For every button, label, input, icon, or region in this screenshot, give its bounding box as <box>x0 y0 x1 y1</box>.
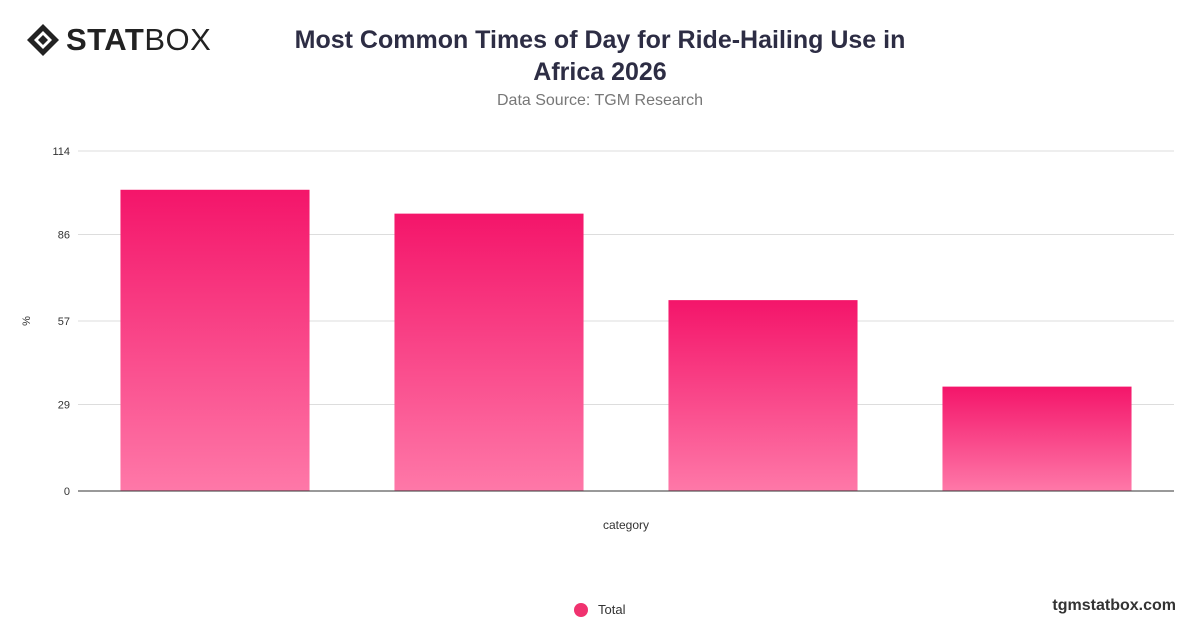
y-tick-label: 86 <box>58 230 70 242</box>
bar-4[interactable] <box>942 386 1132 491</box>
bar-2[interactable] <box>394 213 584 491</box>
legend-label-total: Total <box>598 602 626 617</box>
y-axis-ticks: 0 29 57 86 114 <box>52 146 70 498</box>
y-tick-label: 114 <box>52 146 70 158</box>
statbox-diamond-icon <box>27 24 59 56</box>
y-tick-label: 29 <box>58 400 70 412</box>
y-tick-label: 57 <box>58 316 70 328</box>
logo-bold-text: STAT <box>66 22 145 57</box>
x-axis-label: category <box>603 518 649 532</box>
footer-brand-link[interactable]: tgmstatbox.com <box>1052 597 1176 614</box>
bars <box>120 189 1132 492</box>
logo-wordmark: STATBOX <box>66 22 211 58</box>
statbox-logo: STATBOX <box>26 22 211 58</box>
legend[interactable]: Total <box>574 602 625 617</box>
chart-title: Most Common Times of Day for Ride-Hailin… <box>294 26 906 86</box>
bar-3[interactable] <box>668 300 858 491</box>
legend-marker-total <box>574 602 588 617</box>
bar-1[interactable] <box>120 189 310 492</box>
chart-subtitle: Data Source: TGM Research <box>496 92 703 109</box>
y-axis-label: % <box>21 316 33 326</box>
logo-light-text: BOX <box>144 22 212 57</box>
y-tick-label: 0 <box>64 486 70 498</box>
